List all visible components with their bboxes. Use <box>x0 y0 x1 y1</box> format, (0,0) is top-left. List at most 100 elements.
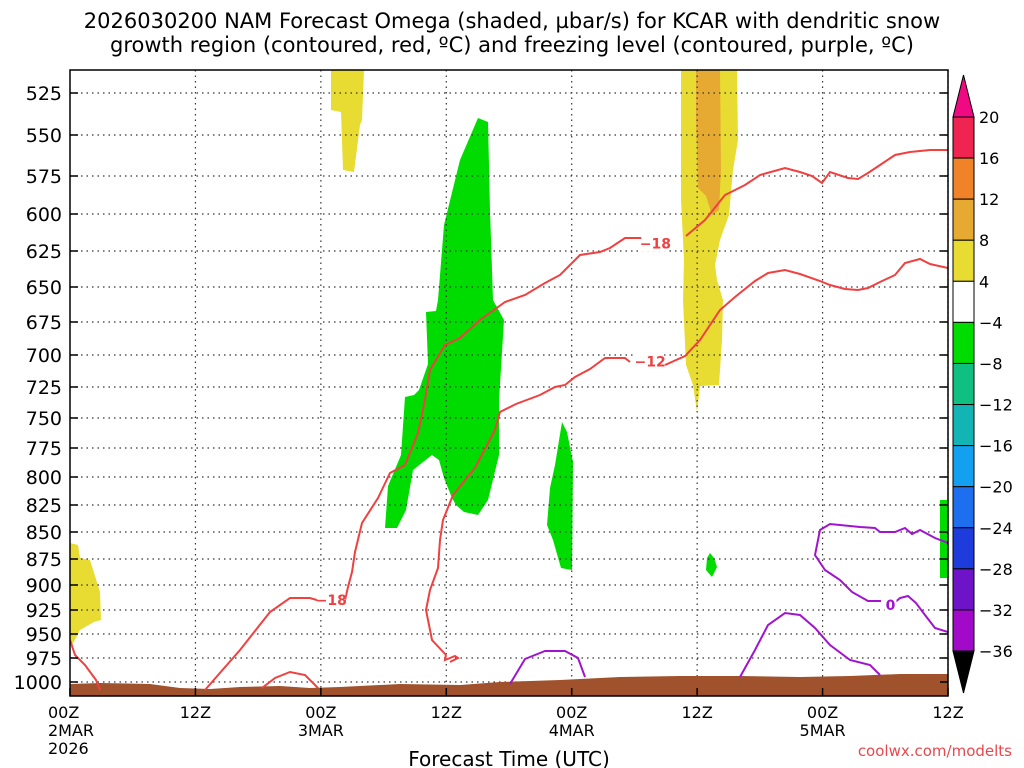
colorbar-swatch-1 <box>952 157 975 200</box>
colorbar-bottom-arrow <box>952 650 975 694</box>
colorbar-swatch-3 <box>952 239 975 282</box>
freezing-level-contour-4 <box>892 594 948 633</box>
colorbar-label-0: 20 <box>979 108 999 127</box>
plot-frame <box>69 69 949 697</box>
colorbar-label-4: 4 <box>979 272 989 291</box>
contour-low-center <box>261 670 319 689</box>
x-axis-label: Forecast Time (UTC) <box>408 747 610 768</box>
contour-minus12 <box>424 357 631 656</box>
colorbar-label-1: 16 <box>979 149 999 168</box>
y-tick-label-550: 550 <box>26 125 62 147</box>
colorbar-label-12: −32 <box>979 601 1013 620</box>
contour-labels: −18 −18 −12 0 <box>316 234 897 614</box>
x-date-label-72: 5MAR <box>800 721 846 740</box>
contour-label-bg <box>641 234 670 252</box>
contour-low-left <box>70 639 101 691</box>
omega-region-yellow-right <box>681 70 738 412</box>
colorbar-swatch-10 <box>952 527 975 570</box>
y-tick-label-650: 650 <box>26 277 62 299</box>
x-tick-label-48: 00Z <box>556 703 587 722</box>
colorbar: 20 16 12 8 4 −4 −8 −12 −16 −20 −24 −28 −32 −36 <box>952 74 1013 694</box>
colorbar-swatch-2 <box>952 198 975 241</box>
x-tick-label-12: 12Z <box>180 703 211 722</box>
y-tick-label-675: 675 <box>26 312 62 334</box>
contour-label-bg <box>884 596 897 613</box>
omega-region-orange <box>696 70 721 215</box>
colorbar-swatch-0 <box>952 116 975 159</box>
colorbar-label-6: −8 <box>979 354 1003 373</box>
colorbar-swatch-6 <box>952 362 975 406</box>
contour-label--18: −18 <box>640 237 671 253</box>
x-year-label: 2026 <box>48 739 89 758</box>
chart-title-line-1: 2026030200 NAM Forecast Omega (shaded, µ… <box>83 9 941 33</box>
colorbar-swatch-4 <box>952 280 975 323</box>
omega-region-yellow-top <box>331 70 364 172</box>
omega-shading <box>70 70 948 645</box>
omega-region-green-middle <box>547 422 573 570</box>
y-tick-label-850: 850 <box>26 522 62 544</box>
colorbar-swatch-12 <box>952 609 975 652</box>
colorbar-label-9: −20 <box>979 478 1013 497</box>
contour-label--12: −12 <box>634 354 665 370</box>
y-tick-label-625: 625 <box>26 241 62 263</box>
y-tick-label-800: 800 <box>26 467 62 489</box>
y-tick-label-700: 700 <box>26 345 62 367</box>
x-tick-label-36: 12Z <box>431 703 462 722</box>
colorbar-label-2: 12 <box>979 190 999 209</box>
omega-region-green-edge <box>940 500 948 578</box>
y-tick-label-725: 725 <box>26 377 62 399</box>
y-tick-label-1000: 1000 <box>14 672 62 694</box>
y-tick-label-900: 900 <box>26 575 62 597</box>
y-tick-label-925: 925 <box>26 600 62 622</box>
colorbar-label-5: −4 <box>979 313 1003 332</box>
contour-label-bg <box>317 591 346 608</box>
x-tick-label-84: 12Z <box>932 703 963 722</box>
freezing-level-contour-2 <box>739 611 881 678</box>
colorbar-swatch-7 <box>952 404 975 447</box>
ground-band <box>70 674 948 696</box>
contour-small-loop <box>443 654 460 663</box>
y-tick-label-875: 875 <box>26 549 62 571</box>
colorbar-swatch-11 <box>952 568 975 611</box>
colorbar-top-arrow <box>952 74 975 118</box>
y-tick-label-950: 950 <box>26 624 62 646</box>
freezing-level-contour-3 <box>813 522 948 602</box>
plot-area <box>70 70 948 696</box>
red-contours <box>70 149 948 691</box>
y-tick-label-775: 775 <box>26 438 62 460</box>
x-tick-label-0: 00Z <box>48 703 79 722</box>
contour-minus18-upper <box>685 149 948 237</box>
colorbar-swatch-9 <box>952 486 975 529</box>
contour-minus12-upper <box>664 257 948 366</box>
y-tick-label-525: 525 <box>26 83 62 105</box>
chart-title-line-2: growth region (contoured, red, ºC) and f… <box>110 33 914 57</box>
colorbar-label-11: −28 <box>979 560 1013 579</box>
freezing-level-contour-1 <box>509 650 586 685</box>
omega-region-yellow-left <box>70 543 101 645</box>
y-tick-label-825: 825 <box>26 495 62 517</box>
x-tick-label-60: 12Z <box>681 703 712 722</box>
contour-label--18: −18 <box>316 593 347 609</box>
x-tick-label-72: 00Z <box>807 703 838 722</box>
contour-label-0: 0 <box>886 598 896 614</box>
colorbar-swatch-8 <box>952 445 975 488</box>
colorbar-label-10: −24 <box>979 519 1013 538</box>
colorbar-label-7: −12 <box>979 396 1013 415</box>
y-tick-label-975: 975 <box>26 648 62 670</box>
colorbar-label-13: −36 <box>979 642 1013 661</box>
watermark: coolwx.com/modelts <box>858 742 1012 760</box>
contour-label-bg <box>636 352 665 370</box>
colorbar-swatch-5 <box>952 321 975 364</box>
colorbar-label-3: 8 <box>979 231 989 250</box>
y-tick-label-575: 575 <box>26 166 62 188</box>
y-tick-label-750: 750 <box>26 408 62 430</box>
x-date-label-24: 3MAR <box>298 721 344 740</box>
colorbar-label-8: −16 <box>979 437 1013 456</box>
y-tick-label-600: 600 <box>26 204 62 226</box>
x-tick-label-24: 00Z <box>305 703 336 722</box>
x-date-label-48: 4MAR <box>549 721 595 740</box>
x-date-label-0: 2MAR <box>48 721 94 740</box>
y-axis: 525 550 575 600 625 650 675 700 725 750 775 800 825 8… <box>14 83 948 694</box>
